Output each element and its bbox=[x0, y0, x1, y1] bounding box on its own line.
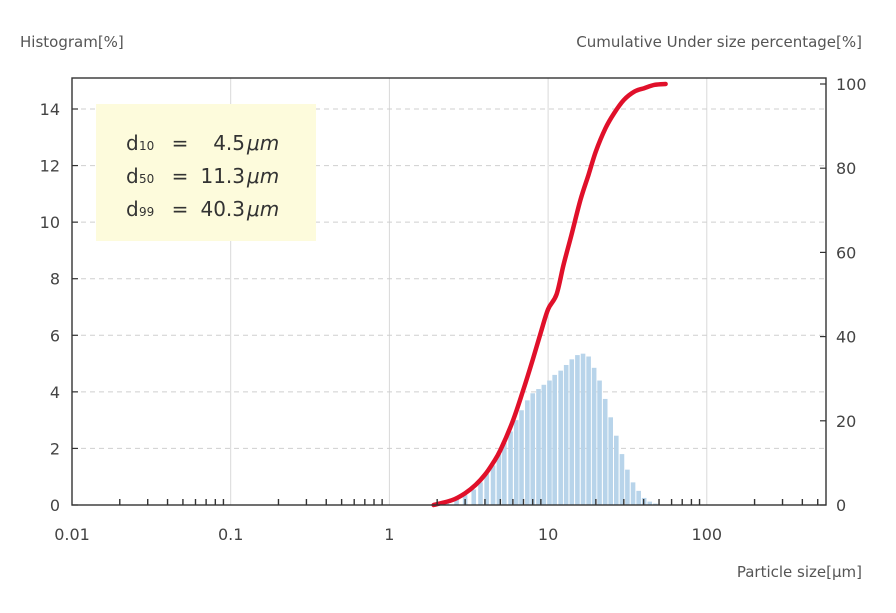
histogram-bar bbox=[614, 435, 619, 505]
histogram-bar bbox=[591, 367, 597, 505]
histogram-bar bbox=[471, 489, 477, 505]
x-tick-label: 0.1 bbox=[218, 525, 243, 544]
stat-row-subscript: 99 bbox=[139, 205, 154, 219]
histogram-bar bbox=[586, 356, 591, 505]
histogram-bar bbox=[575, 355, 580, 505]
histogram-bar bbox=[636, 490, 641, 505]
left-y-tick-label: 10 bbox=[40, 213, 60, 232]
left-y-tick-label: 6 bbox=[50, 326, 60, 345]
right-y-tick-label: 40 bbox=[836, 328, 856, 347]
x-tick-label: 100 bbox=[692, 525, 723, 544]
x-axis-title: Particle size[μm] bbox=[737, 563, 862, 581]
stats-annotation-box: d 10 = 4.5 μmd 50 = 11.3 μmd 99 = 40.3 μm bbox=[96, 104, 316, 241]
stat-row-unit: μm bbox=[246, 164, 279, 188]
stat-row-equals: = bbox=[172, 131, 189, 155]
stat-row-value: 11.3 bbox=[200, 164, 245, 188]
stat-row-value: 40.3 bbox=[200, 197, 245, 221]
histogram-bar bbox=[602, 398, 608, 505]
left-y-tick-label: 12 bbox=[40, 157, 60, 176]
x-tick-label: 1 bbox=[384, 525, 394, 544]
histogram-bar bbox=[597, 380, 602, 505]
stats-box-background bbox=[96, 104, 316, 241]
histogram-bar bbox=[536, 389, 541, 505]
histogram-bar bbox=[552, 374, 557, 505]
histogram-bar bbox=[580, 353, 586, 505]
left-y-tick-label: 0 bbox=[50, 496, 60, 515]
stat-row-subscript: 10 bbox=[139, 139, 154, 153]
left-y-tick-label: 4 bbox=[50, 383, 60, 402]
stat-row-symbol: d bbox=[126, 131, 139, 155]
right-y-tick-labels: 0 20 40 60 80 100 bbox=[836, 75, 867, 515]
histogram-bar bbox=[478, 482, 483, 505]
histogram-bar bbox=[454, 499, 459, 505]
histogram-bar bbox=[647, 501, 653, 505]
stat-row-symbol: d bbox=[126, 197, 139, 221]
grid bbox=[72, 78, 826, 505]
left-y-tick-labels: 0 2 4 6 8 10 12 14 bbox=[40, 100, 60, 515]
histogram-bar bbox=[519, 410, 524, 505]
histogram-bar bbox=[563, 364, 569, 505]
left-y-tick-label: 2 bbox=[50, 439, 60, 458]
right-y-tick-label: 80 bbox=[836, 159, 856, 178]
stat-row-unit: μm bbox=[246, 131, 279, 155]
x-tick-label: 10 bbox=[538, 525, 558, 544]
histogram-bar bbox=[502, 442, 507, 505]
histogram-bar bbox=[541, 384, 547, 505]
histogram-bar bbox=[547, 380, 552, 505]
histogram-bar bbox=[608, 417, 613, 505]
histogram-bar bbox=[496, 454, 502, 505]
left-y-tick-label: 14 bbox=[40, 100, 60, 119]
histogram-bar bbox=[625, 469, 630, 505]
cumulative-curve bbox=[431, 81, 668, 508]
x-minor-ticks bbox=[119, 499, 819, 505]
stat-row-value: 4.5 bbox=[213, 131, 245, 155]
right-y-tick-label: 60 bbox=[836, 243, 856, 262]
histogram-bar bbox=[619, 454, 625, 505]
right-y-tick-label: 20 bbox=[836, 412, 856, 431]
histogram-bar bbox=[508, 431, 513, 505]
right-y-tick-label: 0 bbox=[836, 496, 846, 515]
stat-row-subscript: 50 bbox=[139, 172, 154, 186]
histogram-bar bbox=[490, 465, 496, 505]
plot-frame bbox=[71, 77, 827, 506]
histogram-bar bbox=[530, 393, 536, 505]
left-axis-title: Histogram[%] bbox=[20, 33, 124, 51]
histogram-bars bbox=[434, 353, 658, 505]
plot-border bbox=[71, 77, 827, 506]
right-y-tick-label: 100 bbox=[836, 75, 867, 94]
histogram-bar bbox=[558, 370, 563, 505]
histogram-bar bbox=[484, 473, 489, 505]
stat-row-equals: = bbox=[172, 164, 189, 188]
histogram-bar bbox=[513, 420, 519, 505]
histogram-bar bbox=[653, 503, 658, 505]
histogram-bar bbox=[569, 359, 575, 505]
histogram-bar bbox=[630, 482, 636, 505]
right-axis-title: Cumulative Under size percentage[%] bbox=[576, 33, 862, 51]
stat-row-unit: μm bbox=[246, 197, 279, 221]
left-y-tick-label: 8 bbox=[50, 270, 60, 289]
stat-row-equals: = bbox=[172, 197, 189, 221]
histogram-bar bbox=[525, 400, 530, 505]
x-tick-label: 0.01 bbox=[54, 525, 90, 544]
stat-row-symbol: d bbox=[126, 164, 139, 188]
x-tick-labels: 0.01 0.1 1 10 100 bbox=[54, 525, 722, 544]
